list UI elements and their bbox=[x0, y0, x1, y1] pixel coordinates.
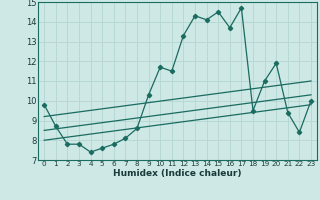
X-axis label: Humidex (Indice chaleur): Humidex (Indice chaleur) bbox=[113, 169, 242, 178]
